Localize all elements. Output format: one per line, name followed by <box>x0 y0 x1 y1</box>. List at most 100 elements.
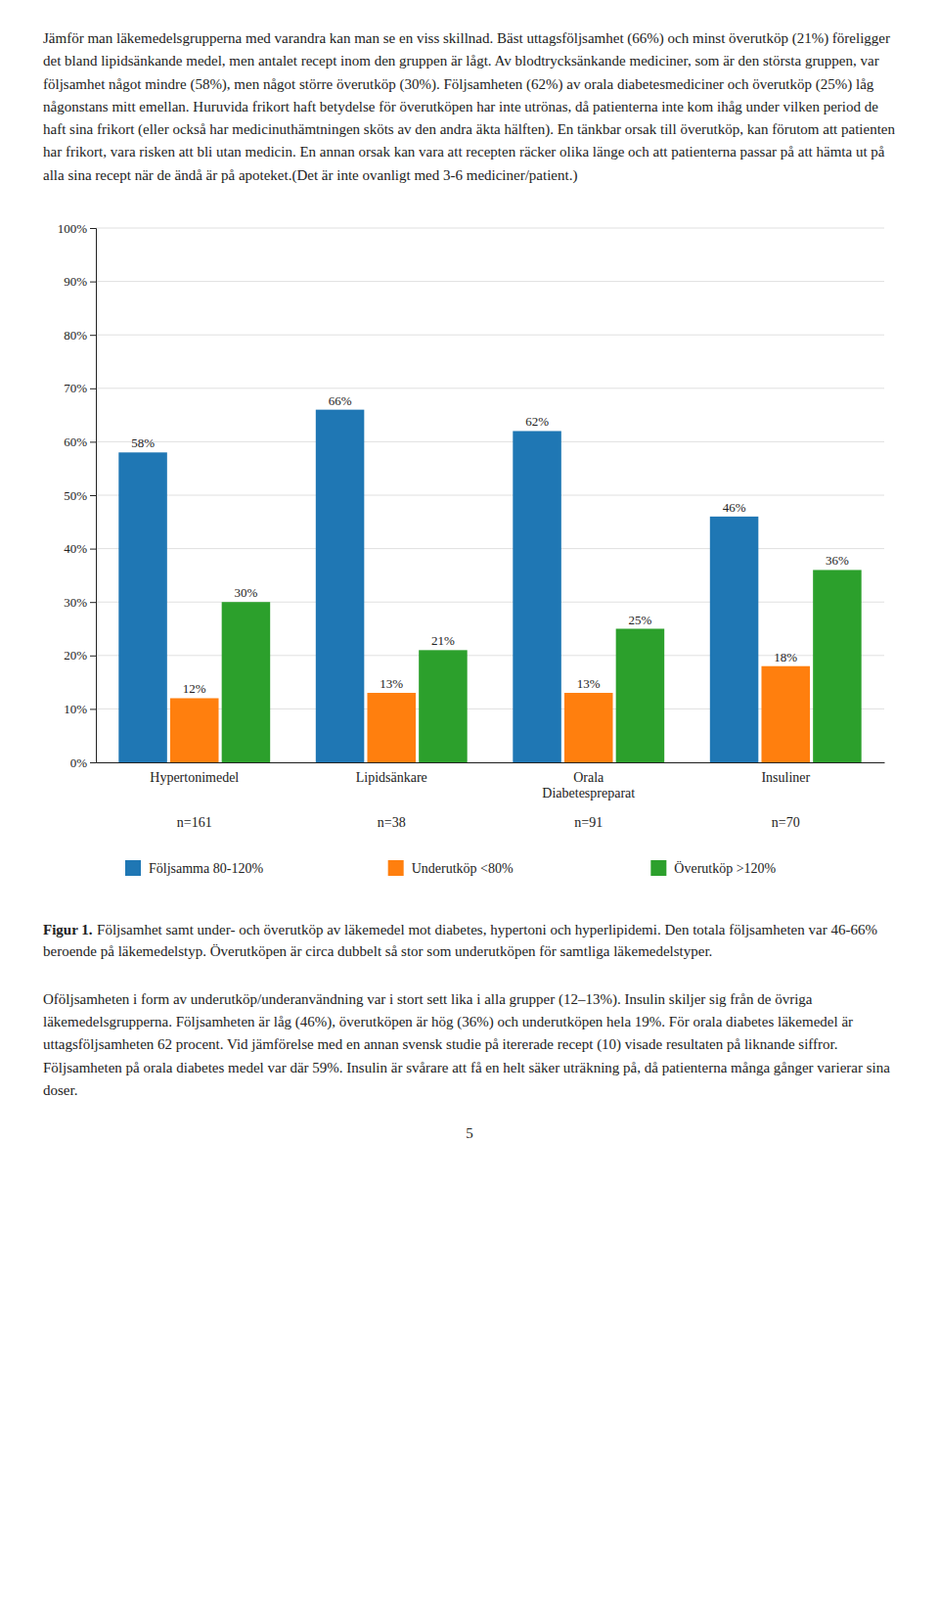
caption-label: Figur 1. <box>43 921 93 938</box>
tick-label: Insuliner <box>760 769 810 785</box>
x-axis: Hypertonimedel Lipidsänkare OralaDiabetesp… <box>96 761 886 801</box>
grid-line <box>95 387 885 389</box>
annotation: n=70 <box>771 814 801 830</box>
grid <box>95 227 885 762</box>
tick-label: 70% <box>63 380 88 396</box>
tick: OralaDiabetespreparat <box>541 761 635 801</box>
tick-mark <box>89 388 96 390</box>
grid-line <box>95 441 885 443</box>
tick-label: 20% <box>63 647 88 663</box>
tick-mark <box>89 334 96 336</box>
data-label: 58% <box>131 435 155 450</box>
bars <box>118 408 861 761</box>
tick: 10% <box>63 701 96 716</box>
grid-line <box>95 226 885 228</box>
bar <box>366 692 416 762</box>
plot: 58%66%62%46%12%13%13%18%30%21%25%36%0%10… <box>57 220 886 875</box>
tick-mark <box>89 494 96 496</box>
data-label: 46% <box>722 499 747 515</box>
data-label: 13% <box>379 675 403 691</box>
tick-mark <box>89 655 96 657</box>
data-label: 36% <box>825 552 850 568</box>
tick-mark <box>89 227 96 229</box>
bar <box>564 692 614 762</box>
data-label: 25% <box>628 611 653 626</box>
grid-line <box>95 333 885 335</box>
tick-label: 60% <box>63 434 88 449</box>
legend: Följsamma 80-120% Underutköp <80% Överutkö… <box>125 859 777 876</box>
tick-label: 30% <box>63 594 88 610</box>
data-label: 18% <box>773 648 798 664</box>
data-label: 13% <box>577 675 601 691</box>
grid-line <box>95 600 885 602</box>
tick-label: OralaDiabetespreparat <box>541 769 635 801</box>
legend-label: Överutköp >120% <box>673 859 776 876</box>
grid-line <box>95 280 885 282</box>
tick-label: Hypertonimedel <box>149 769 239 785</box>
chart: 58%66%62%46%12%13%13%18%30%21%25%36%0%10… <box>43 204 896 909</box>
tick: 100% <box>57 220 96 235</box>
bar <box>118 451 168 762</box>
tick-label-line: Lipidsänkare <box>356 769 428 785</box>
tick-label: 100% <box>57 220 89 235</box>
tick: 0% <box>70 754 96 769</box>
y-axis: 0% 10% 20% 30% 40% 50% 60% 70% 80% 90% 100% <box>57 220 97 769</box>
grid-line <box>95 547 885 549</box>
bar <box>812 569 862 762</box>
tick-label-line: Hypertonimedel <box>149 769 239 785</box>
tick-label-line: Orala <box>573 769 605 785</box>
legend-swatch <box>388 859 404 876</box>
data-labels: 58%66%62%46%12%13%13%18%30%21%25%36% <box>131 392 850 696</box>
bar <box>616 627 666 762</box>
tick: Hypertonimedel <box>149 761 239 785</box>
bar <box>170 697 220 762</box>
tick-mark <box>89 761 96 763</box>
data-label: 62% <box>525 413 549 429</box>
bar <box>315 408 365 761</box>
grid-line <box>95 654 885 656</box>
bar <box>760 665 810 761</box>
grid-line <box>95 493 885 495</box>
page: Jämför man läkemedelsgrupperna med varan… <box>0 0 939 1152</box>
bar <box>512 430 562 762</box>
tick-label-line: Insuliner <box>760 769 810 785</box>
caption-text: Följsamhet samt under- och överutköp av … <box>43 921 878 960</box>
tick-label: 90% <box>63 273 88 289</box>
data-label: 30% <box>234 584 259 600</box>
bar <box>222 601 271 762</box>
data-label: 12% <box>182 680 207 696</box>
tick-label: 40% <box>63 540 88 556</box>
tick: 70% <box>63 380 96 396</box>
tick: 40% <box>63 540 96 556</box>
legend-item: Överutköp >120% <box>650 859 776 876</box>
tick: Insuliner <box>760 761 810 785</box>
tick: 20% <box>63 647 96 663</box>
top-text: Jämför man läkemedelsgrupperna med varan… <box>43 27 896 187</box>
tick-mark <box>89 708 96 710</box>
caption: Figur 1.Följsamhet samt under- och överu… <box>43 918 896 963</box>
annotation: n=38 <box>377 814 406 830</box>
axis-domain <box>89 227 97 762</box>
annotation: n=161 <box>177 814 213 830</box>
bar-series <box>118 408 759 761</box>
tick: 50% <box>63 487 96 502</box>
bar <box>710 516 760 762</box>
legend-label: Underutköp <80% <box>411 860 514 876</box>
bar-series <box>222 569 862 762</box>
tick: 30% <box>63 594 96 610</box>
tick-label: 80% <box>63 327 88 343</box>
tick-mark <box>89 601 96 603</box>
tick: 80% <box>63 327 96 343</box>
tick-mark <box>89 547 96 549</box>
legend-item: Följsamma 80-120% <box>125 859 264 876</box>
tick-label: 50% <box>63 487 88 502</box>
legend-swatch <box>650 859 667 876</box>
legend-swatch <box>125 859 141 876</box>
data-label: 66% <box>328 392 353 407</box>
tick: Lipidsänkare <box>356 761 428 785</box>
tick-mark <box>89 441 96 443</box>
legend-label: Följsamma 80-120% <box>148 860 264 876</box>
page-number: 5 <box>43 1124 896 1142</box>
tick-label: Lipidsänkare <box>356 769 428 785</box>
tick-label-line: Diabetespreparat <box>541 785 635 801</box>
